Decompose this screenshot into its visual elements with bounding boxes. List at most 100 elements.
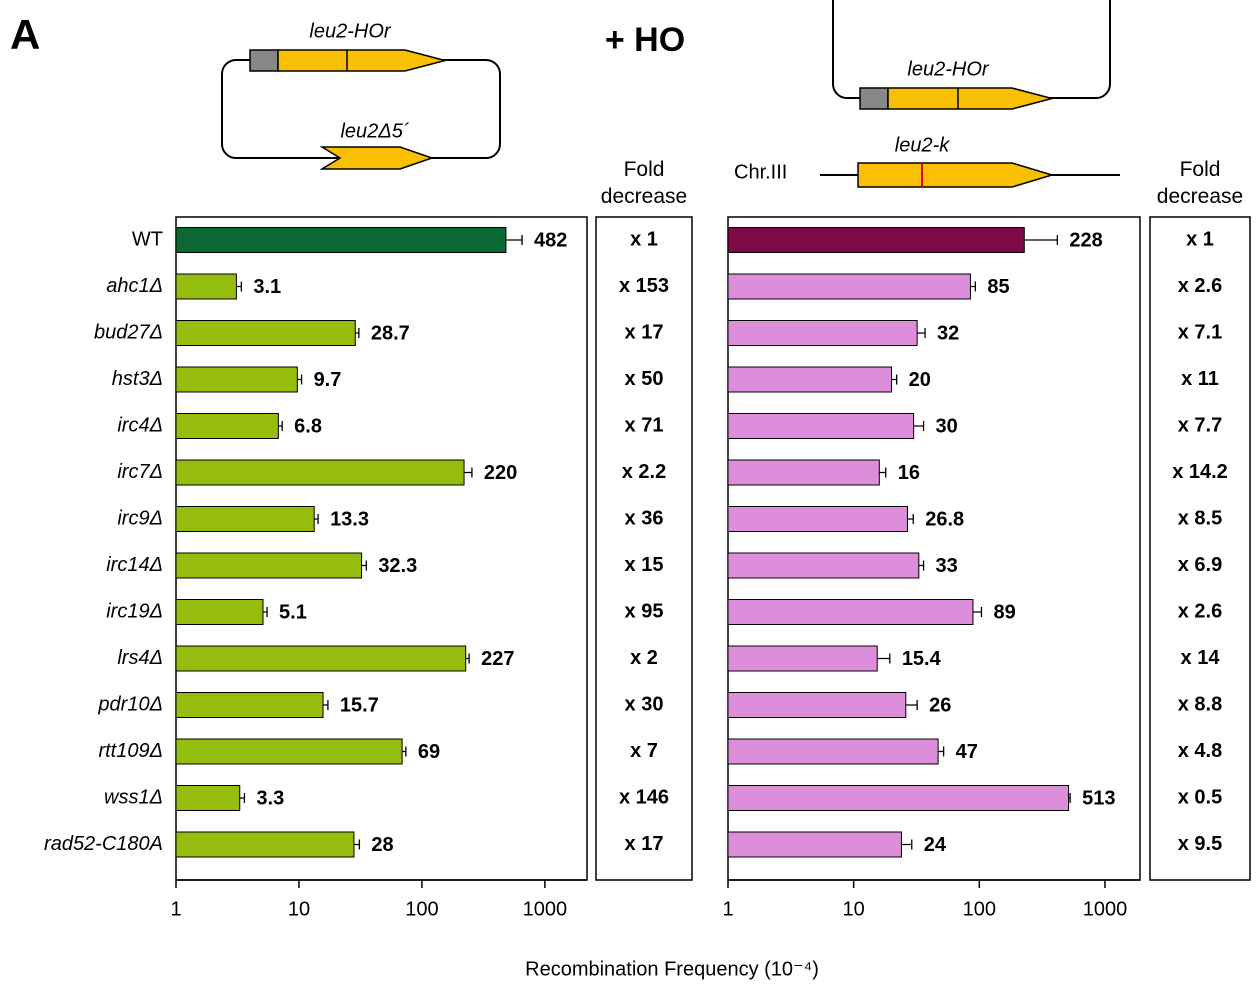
error-bar (263, 607, 268, 617)
value-label: 16 (898, 462, 920, 484)
value-label: 13.3 (330, 508, 369, 530)
fold-label: x 0.5 (1178, 786, 1222, 808)
category-label: hst3Δ (112, 368, 163, 390)
fold-label: x 1 (630, 228, 658, 250)
category-label: wss1Δ (104, 786, 163, 808)
bar (727, 831, 902, 858)
error-bar (353, 839, 361, 850)
bar (727, 227, 1025, 253)
fold-label: x 2.6 (1178, 600, 1222, 622)
category-label: lrs4Δ (117, 647, 163, 669)
fold-label: x 1 (1186, 228, 1214, 250)
error-bar (1024, 235, 1059, 245)
value-label: 482 (534, 229, 567, 251)
bar (175, 320, 356, 346)
bar (175, 506, 315, 532)
value-label: 26 (929, 694, 951, 716)
bar (727, 413, 915, 439)
error-bar (464, 467, 473, 478)
error-bar (505, 235, 523, 245)
bar (175, 552, 363, 579)
fold-frame (1149, 216, 1251, 881)
error-bar (297, 374, 303, 385)
x-axis-label: Recombination Frequency (10⁻⁴) (525, 958, 819, 980)
fold-label: x 30 (625, 693, 664, 715)
bar (175, 738, 403, 765)
value-label: 20 (909, 369, 931, 391)
fold-label: x 7 (630, 740, 658, 762)
x-tick-label: 1 (722, 898, 733, 920)
value-label: 32.3 (378, 555, 417, 577)
condition-label: + HO (605, 21, 685, 59)
error-bar (970, 281, 977, 292)
bar (727, 459, 880, 486)
fold-label: x 4.8 (1178, 740, 1222, 762)
bar (727, 738, 939, 765)
bar (727, 645, 878, 672)
bar (175, 831, 355, 858)
fold-label: x 14 (1181, 647, 1221, 669)
value-label: 24 (924, 834, 947, 856)
category-label: irc14Δ (106, 554, 163, 576)
error-bar (314, 514, 319, 524)
error-bar (361, 560, 367, 571)
error-bar (918, 560, 925, 571)
chromosome-diagram (820, 0, 1120, 188)
bar (727, 506, 908, 532)
value-label: 69 (418, 741, 440, 763)
error-bar (913, 421, 925, 431)
fold-label: x 95 (625, 600, 664, 622)
plot-frame (727, 216, 1141, 881)
fold-label: x 17 (625, 833, 664, 855)
bar (175, 692, 324, 718)
fold-label: x 8.8 (1178, 693, 1222, 715)
category-label: rad52-C180A (44, 833, 163, 855)
x-tick-label: 100 (405, 898, 438, 920)
fold-label: x 11 (1181, 368, 1219, 390)
error-bar (236, 281, 243, 292)
fold-label: x 71 (625, 414, 664, 436)
bar (727, 320, 918, 346)
error-bar (402, 746, 407, 757)
fold-label: x 50 (625, 368, 664, 390)
fold-label: x 146 (619, 786, 669, 808)
x-tick-label: 10 (843, 898, 865, 920)
fold-label: x 2.6 (1178, 275, 1222, 297)
x-tick-label: 100 (963, 898, 996, 920)
fold-label: x 153 (619, 275, 669, 297)
gene-label: leu2-HOr (907, 58, 989, 80)
value-label: 89 (993, 601, 1015, 623)
value-label: 47 (956, 741, 978, 763)
bar (175, 459, 465, 486)
x-tick-label: 1000 (1083, 898, 1128, 920)
category-label: irc9Δ (117, 507, 163, 529)
value-label: 26.8 (925, 508, 964, 530)
bar (175, 645, 467, 672)
bar (175, 413, 279, 439)
fold-label: x 14.2 (1172, 461, 1228, 483)
error-bar (278, 421, 283, 431)
value-label: 6.8 (294, 415, 322, 437)
error-bar (891, 374, 898, 385)
bar (175, 366, 298, 393)
category-label: pdr10Δ (97, 693, 163, 715)
category-label: bud27Δ (94, 321, 163, 343)
category-label: ahc1Δ (106, 275, 163, 297)
bar (727, 599, 974, 625)
fold-label: x 36 (625, 507, 664, 529)
category-label: irc7Δ (117, 461, 163, 483)
fold-label: x 17 (625, 321, 664, 343)
value-label: 9.7 (314, 369, 342, 391)
bar (727, 785, 1070, 811)
gene-label: leu2-HOr (309, 20, 391, 42)
error-bar (465, 653, 470, 664)
error-bar (905, 700, 918, 710)
category-label: irc4Δ (117, 414, 163, 436)
x-tick-label: 1000 (523, 898, 568, 920)
value-label: 5.1 (279, 601, 307, 623)
bar (175, 599, 264, 625)
value-label: 220 (484, 462, 517, 484)
fold-label: x 8.5 (1178, 507, 1222, 529)
value-label: 3.3 (256, 787, 284, 809)
